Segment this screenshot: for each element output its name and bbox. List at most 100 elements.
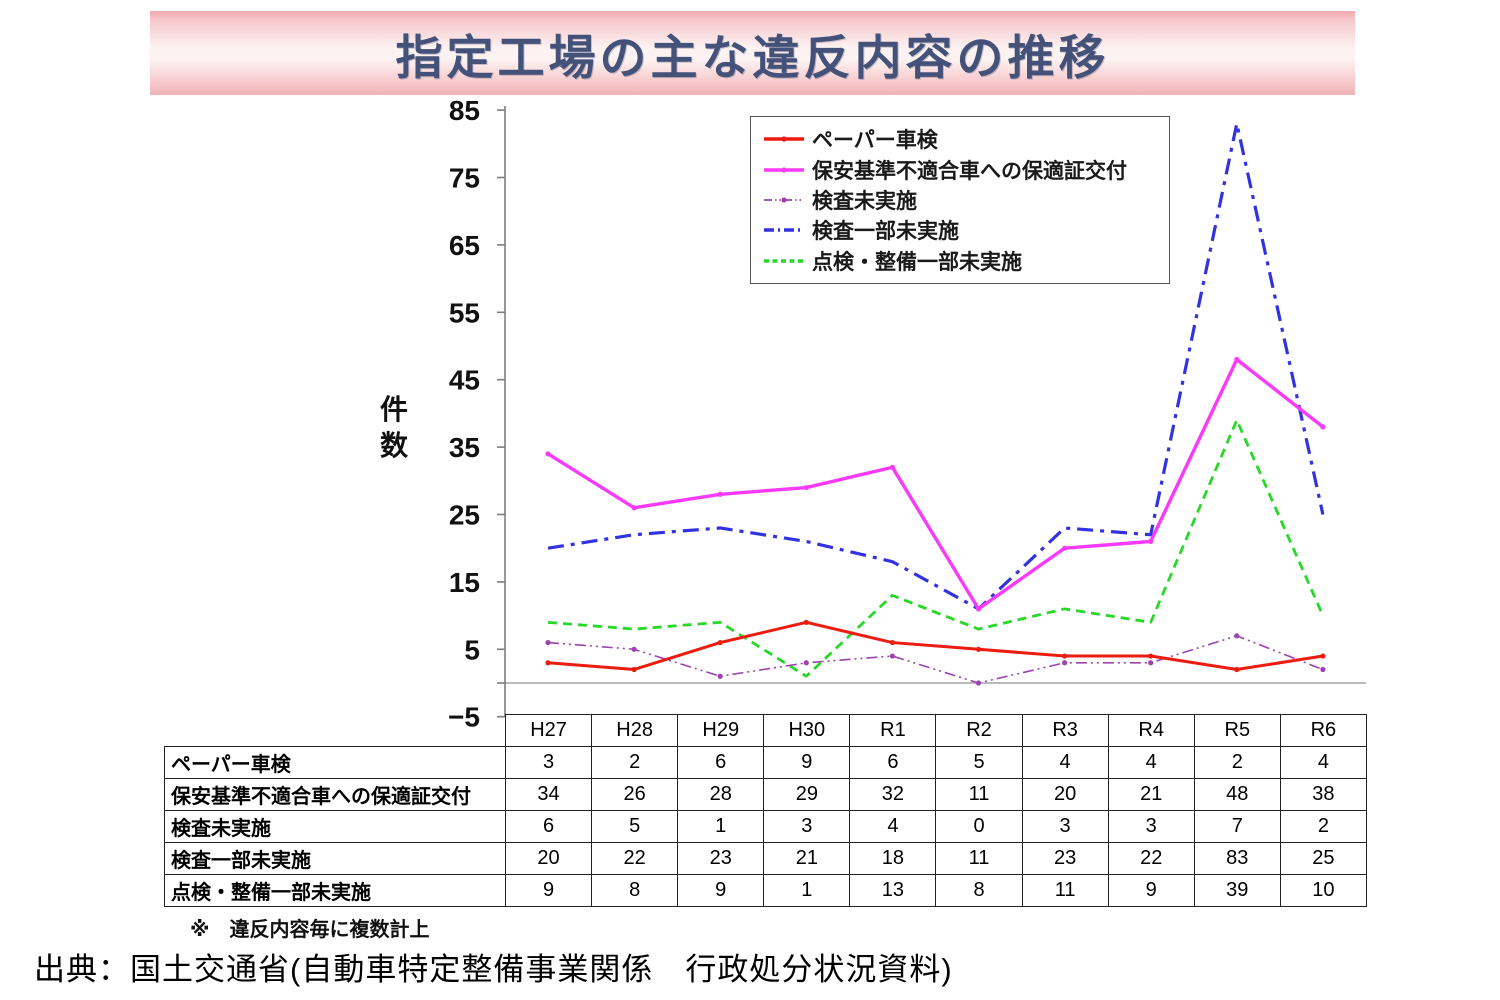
legend-item: 保安基準不適合車への保適証交付 xyxy=(763,155,1157,185)
series-marker xyxy=(1148,653,1154,659)
series-marker xyxy=(1234,666,1240,673)
table-col-header: R5 xyxy=(1193,714,1281,747)
series-marker xyxy=(631,646,637,652)
table-cell: 11 xyxy=(935,842,1023,875)
series-marker xyxy=(717,639,723,646)
table-cell: 2 xyxy=(1279,810,1367,843)
table-cell: 1 xyxy=(677,810,765,843)
table-cell: 7 xyxy=(1193,810,1281,843)
table-row-label: 検査一部未実施 xyxy=(164,842,506,875)
table-cell: 22 xyxy=(1107,842,1195,875)
table-corner-cell xyxy=(165,715,506,747)
table-row-label: 検査未実施 xyxy=(164,810,506,843)
table-cell: 3 xyxy=(1021,810,1109,843)
table-row: 保安基準不適合車への保適証交付 34 26 28 29 32 11 20 21 48 38 xyxy=(164,778,1367,811)
table-row-label: ペーパー車検 xyxy=(164,746,506,779)
y-tick-label: 15 xyxy=(449,567,480,598)
source-caption: 出典：国土交通省(自動車特定整備事業関係 行政処分状況資料) xyxy=(34,952,953,987)
legend-label: 点検・整備一部未実施 xyxy=(812,250,1022,274)
y-tick-label: 25 xyxy=(449,500,480,531)
table-cell: 4 xyxy=(1021,746,1109,779)
table-cell: 5 xyxy=(591,810,679,843)
series-marker xyxy=(545,451,551,457)
table-cell: 3 xyxy=(504,746,593,779)
series-marker xyxy=(545,660,551,666)
y-tick-label: 85 xyxy=(449,95,480,126)
table-cell: 3 xyxy=(1107,810,1195,843)
series-line-0 xyxy=(547,620,1324,672)
table-cell: 32 xyxy=(849,778,937,811)
table-cell: 83 xyxy=(1193,842,1281,875)
title-banner: 指定工場の主な違反内容の推移 xyxy=(150,11,1355,95)
table-cell: 2 xyxy=(1193,746,1281,779)
table-cell: 11 xyxy=(1021,874,1109,907)
table-col-header: H27 xyxy=(504,714,593,747)
series-marker xyxy=(1062,660,1068,666)
table-cell: 18 xyxy=(849,842,937,875)
y-axis-title: 件数 xyxy=(379,394,408,461)
legend-item: 検査一部未実施 xyxy=(763,215,1157,245)
legend-item: ペーパー車検 xyxy=(763,124,1157,154)
y-tick-label: 5 xyxy=(464,634,480,665)
legend-item: 点検・整備一部未実施 xyxy=(763,246,1157,276)
table-cell: 4 xyxy=(1279,746,1367,779)
series-line-1 xyxy=(547,357,1324,611)
table-cell: 9 xyxy=(1107,874,1195,907)
legend-line-sample xyxy=(764,259,804,263)
series-marker xyxy=(1320,653,1326,659)
legend: ペーパー車検保安基準不適合車への保適証交付 検査未実施 検査一部未実施点検・整備一部… xyxy=(750,116,1170,284)
legend-line-sample xyxy=(764,197,804,203)
table-header-row: H27 H28 H29 H30 R1 R2 R3 R4 R5 R6 xyxy=(165,714,1367,747)
series-marker xyxy=(803,619,809,625)
table-cell: 1 xyxy=(763,874,851,907)
table-cell: 22 xyxy=(591,842,679,875)
table-cell: 2 xyxy=(591,746,679,779)
series-marker xyxy=(975,646,982,652)
series-marker xyxy=(717,491,723,497)
y-tick-label: 35 xyxy=(449,432,480,463)
table-cell: 21 xyxy=(763,842,851,875)
table-cell: 48 xyxy=(1193,778,1281,811)
series-marker xyxy=(889,653,896,659)
series-marker xyxy=(631,666,637,673)
table-row: 検査未実施 6 5 1 3 4 0 3 3 7 2 xyxy=(164,810,1367,843)
legend-line-sample xyxy=(764,166,804,173)
table-cell: 10 xyxy=(1279,874,1367,907)
series-marker xyxy=(1320,424,1326,430)
table-row-label: 点検・整備一部未実施 xyxy=(164,874,506,907)
table-cell: 9 xyxy=(763,746,851,779)
table-cell: 29 xyxy=(763,778,851,811)
y-tick-label: −5 xyxy=(448,702,480,733)
legend-item: 検査未実施 xyxy=(763,185,1157,215)
legend-line-sample xyxy=(764,136,804,142)
table-cell: 4 xyxy=(849,810,937,843)
table-col-header: H28 xyxy=(591,714,679,747)
series-marker xyxy=(1234,633,1240,639)
series-marker xyxy=(889,464,896,470)
table-row-label: 保安基準不適合車への保適証交付 xyxy=(164,778,506,811)
table-row: ペーパー車検 3 2 6 9 6 5 4 4 2 4 xyxy=(164,746,1367,779)
series-marker xyxy=(1062,545,1068,551)
table-cell: 8 xyxy=(591,874,679,907)
table-cell: 9 xyxy=(677,874,765,907)
y-tick-label: 55 xyxy=(449,297,480,328)
table-row: 検査一部未実施 20 22 23 21 18 11 23 22 83 25 xyxy=(164,842,1367,875)
table-cell: 6 xyxy=(849,746,937,779)
table-col-header: R6 xyxy=(1279,714,1367,747)
legend-label: 保安基準不適合車への保適証交付 xyxy=(812,159,1127,183)
table-cell: 20 xyxy=(504,842,593,875)
series-marker xyxy=(803,660,809,666)
series-marker xyxy=(975,680,982,686)
series-marker xyxy=(1062,653,1068,659)
table-row: 点検・整備一部未実施 9 8 9 1 13 8 11 9 39 10 xyxy=(164,874,1367,907)
table-cell: 4 xyxy=(1107,746,1195,779)
legend-label: ペーパー車検 xyxy=(812,129,938,153)
table-col-header: R1 xyxy=(849,714,937,747)
table-head: H27 H28 H29 H30 R1 R2 R3 R4 R5 R6 xyxy=(165,714,1367,747)
table-cell: 11 xyxy=(935,778,1023,811)
table-cell: 39 xyxy=(1193,874,1281,907)
table-col-header: R2 xyxy=(935,714,1023,747)
series-marker xyxy=(1148,538,1154,545)
table-cell: 23 xyxy=(1021,842,1109,875)
